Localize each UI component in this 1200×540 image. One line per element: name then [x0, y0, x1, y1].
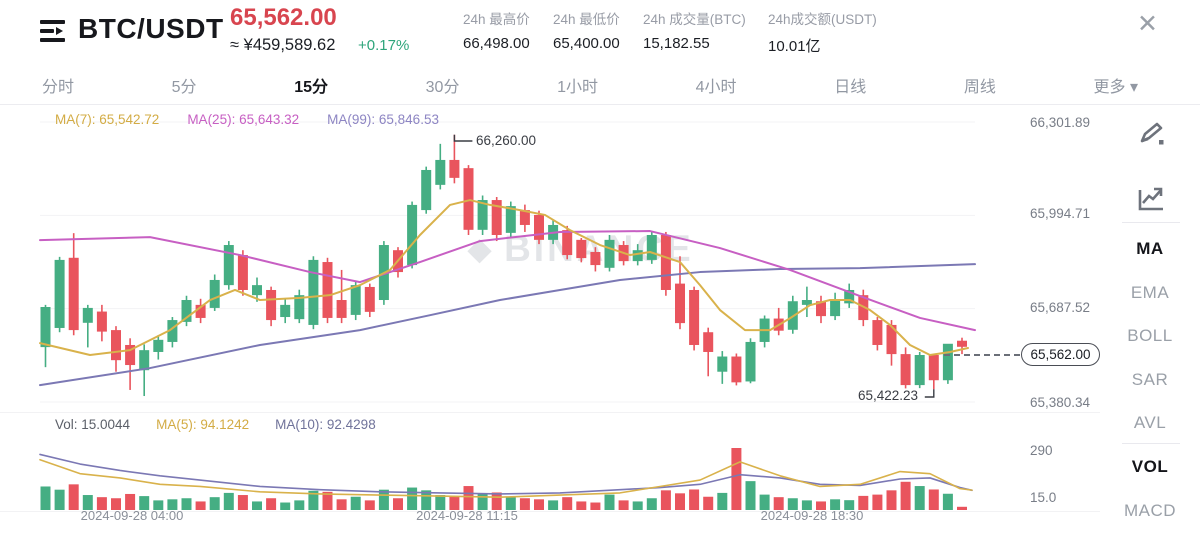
sidebar-item-macd[interactable]: MACD [1123, 501, 1177, 520]
stat-24h-high: 24h 最高价 66,498.00 [463, 12, 530, 52]
vol-ma5-value: MA(5): 94.1242 [156, 417, 250, 432]
sidebar-item-boll[interactable]: BOLL [1127, 326, 1173, 345]
y-axis-label: 66,301.89 [1030, 115, 1091, 130]
vol-axis-label-min: 15.0 [1030, 490, 1057, 505]
chart-bottom-divider [0, 511, 1100, 512]
vol-current-value: Vol: 15.0044 [55, 417, 131, 432]
vol-axis-label-max: 290 [1030, 443, 1053, 458]
tab-30m[interactable]: 30分 [425, 79, 460, 96]
ma-indicator-legend: MA(7): 65,542.72 MA(25): 65,643.32 MA(99… [55, 112, 439, 127]
tab-1h[interactable]: 1小时 [557, 79, 599, 96]
sidebar-item-avl[interactable]: AVL [1133, 413, 1167, 432]
y-axis-label: 65,687.52 [1030, 300, 1091, 315]
session-high-annotation: 66,260.00 [476, 133, 537, 148]
session-low-annotation: 65,422.23 [858, 388, 919, 403]
sidebar-item-vol[interactable]: VOL [1131, 457, 1169, 476]
timeframe-tabbar: 分时 5分 15分 30分 1小时 4小时 日线 周线 更多 ▾ [0, 66, 1200, 105]
x-axis-label: 2024-09-28 04:00 [80, 508, 184, 523]
last-price: 65,562.00 [230, 4, 337, 31]
sidebar-item-ma[interactable]: MA [1136, 239, 1164, 258]
sidebar-divider [1122, 443, 1180, 444]
current-price-badge: 65,562.00 [1021, 343, 1100, 366]
ma25-value: MA(25): 65,643.32 [187, 112, 300, 127]
close-icon[interactable]: ✕ [1137, 10, 1158, 38]
price-fiat-approx: ≈ ¥459,589.62 [230, 36, 336, 54]
price-change-percent: +0.17% [358, 37, 410, 54]
tab-more-dropdown[interactable]: 更多 ▾ [1093, 79, 1138, 96]
tab-1d[interactable]: 日线 [834, 79, 867, 96]
draw-tool-icon[interactable] [1136, 119, 1166, 149]
pair-title: BTC/USDT [78, 13, 224, 44]
stat-24h-turnover-usdt: 24h成交额(USDT) 10.01亿 [768, 12, 877, 55]
tab-5m[interactable]: 5分 [171, 79, 197, 96]
stat-24h-volume-btc: 24h 成交量(BTC) 15,182.55 [643, 12, 746, 52]
y-axis-label: 65,380.34 [1030, 395, 1091, 410]
sidebar-item-ema[interactable]: EMA [1130, 283, 1170, 302]
sidebar-divider [1122, 222, 1180, 223]
ma99-value: MA(99): 65,846.53 [327, 112, 439, 127]
volume-pane-divider [0, 412, 1100, 413]
vol-ma10-value: MA(10): 92.4298 [275, 417, 376, 432]
x-axis-label: 2024-09-28 18:30 [760, 508, 864, 523]
stat-24h-low: 24h 最低价 65,400.00 [553, 12, 620, 52]
tab-15m[interactable]: 15分 [294, 79, 329, 96]
candlestick-chart[interactable] [0, 105, 1100, 540]
indicator-settings-icon[interactable] [1136, 183, 1166, 213]
sidebar-item-sar[interactable]: SAR [1131, 370, 1169, 389]
tab-4h[interactable]: 4小时 [695, 79, 737, 96]
tab-1w[interactable]: 周线 [963, 79, 996, 96]
indicator-sidebar: MA EMA BOLL SAR AVL VOL MACD [1100, 105, 1200, 540]
x-axis-label: 2024-09-28 11:15 [416, 508, 518, 523]
ma7-value: MA(7): 65,542.72 [55, 112, 160, 127]
y-axis-label: 65,994.71 [1030, 206, 1091, 221]
header: BTC/USDT 65,562.00 ≈ ¥459,589.62 +0.17% … [0, 0, 1200, 64]
current-price-dashed-line [944, 354, 1020, 356]
volume-legend: Vol: 15.0044 MA(5): 94.1242 MA(10): 92.4… [55, 417, 376, 432]
order-list-menu-icon[interactable] [38, 16, 68, 46]
tab-minute-line[interactable]: 分时 [42, 79, 75, 96]
